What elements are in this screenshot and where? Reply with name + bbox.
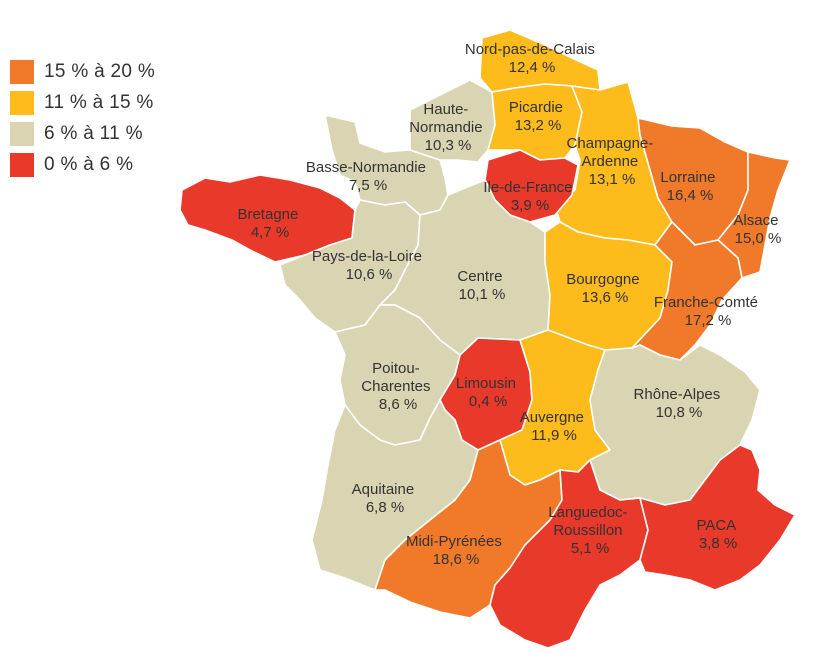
label-bretagne: Bretagne 4,7 % <box>237 206 302 241</box>
label-nord: Nord-pas-de-Calais 12,4 % <box>465 41 599 76</box>
label-franche-comte: Franche-Comté 17,2 % <box>654 294 762 329</box>
label-ile-de-france: Ile-de-France 3,9 % <box>483 179 576 214</box>
label-poitou-charentes: Poitou- Charentes 8,6 % <box>361 360 434 413</box>
region-alsace[interactable] <box>717 151 791 279</box>
legend-item-11-15: 11 % à 15 % <box>10 87 155 118</box>
label-aquitaine: Aquitaine 6,8 % <box>352 481 419 516</box>
label-pays-de-la-loire: Pays-de-la-Loire 10,6 % <box>312 248 426 283</box>
label-alsace: Alsace 15,0 % <box>733 212 782 247</box>
region-languedoc-roussillon[interactable] <box>489 459 649 649</box>
label-haute-normandie: Haute- Normandie 10,3 % <box>409 101 487 154</box>
legend-item-6-11: 6 % à 11 % <box>10 118 155 149</box>
legend-item-0-6: 0 % à 6 % <box>10 149 155 180</box>
legend-swatch <box>10 90 34 115</box>
map-legend: 15 % à 20 % 11 % à 15 % 6 % à 11 % 0 % à… <box>10 56 155 180</box>
legend-swatch <box>10 152 34 177</box>
label-basse-normandie: Basse-Normandie 7,5 % <box>306 159 430 194</box>
legend-label: 0 % à 6 % <box>44 153 134 175</box>
label-languedoc-roussillon: Languedoc- Roussillon 5,1 % <box>548 504 631 557</box>
legend-item-15-20: 15 % à 20 % <box>10 56 155 87</box>
label-midi-pyrenees: Midi-Pyrénées 18,6 % <box>406 533 506 568</box>
label-champagne-ardenne: Champagne- Ardenne 13,1 % <box>567 135 658 188</box>
legend-label: 15 % à 20 % <box>44 60 156 82</box>
legend-label: 11 % à 15 % <box>44 91 154 113</box>
legend-label: 6 % à 11 % <box>44 122 143 144</box>
label-bourgogne: Bourgogne 13,6 % <box>566 271 644 306</box>
label-paca: PACA 3,8 % <box>696 517 739 552</box>
label-picardie: Picardie 13,2 % <box>509 99 567 134</box>
label-lorraine: Lorraine 16,4 % <box>660 169 719 204</box>
legend-swatch <box>10 59 34 84</box>
region-paca[interactable] <box>639 444 796 591</box>
label-rhone-alpes: Rhône-Alpes 10,8 % <box>634 386 725 421</box>
label-auvergne: Auvergne 11,9 % <box>520 409 588 444</box>
label-limousin: Limousin 0,4 % <box>456 375 520 410</box>
label-centre: Centre 10,1 % <box>457 268 506 303</box>
legend-swatch <box>10 121 34 146</box>
